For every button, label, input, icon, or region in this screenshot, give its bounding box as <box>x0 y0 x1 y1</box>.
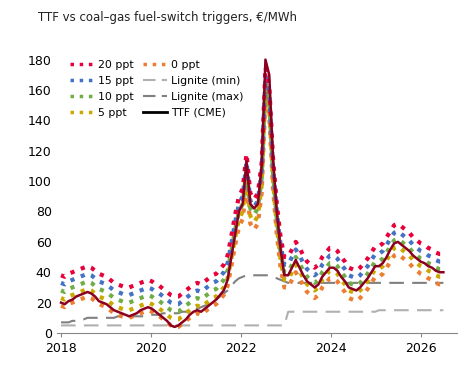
Legend: 20 ppt, 15 ppt, 10 ppt, 5 ppt, 0 ppt, Lignite (min), Lignite (max), TTF (CME): 20 ppt, 15 ppt, 10 ppt, 5 ppt, 0 ppt, Li… <box>66 56 248 122</box>
Text: TTF vs coal–gas fuel-switch triggers, €/MWh: TTF vs coal–gas fuel-switch triggers, €/… <box>38 11 297 24</box>
